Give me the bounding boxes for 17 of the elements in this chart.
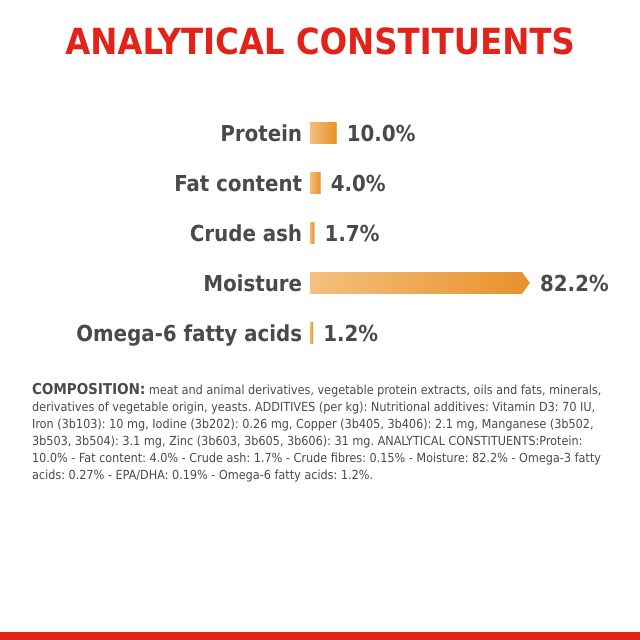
data-label: 1.7%	[324, 222, 380, 247]
bar	[310, 172, 321, 194]
text: COMPOSITION: meat and animal derivatives, vegetable protein extracts, oils and fats, minerals, derivatives of vegetable origin, yeasts. ADDITIVES (per kg): Nutritional additives: Vitamin D3: 70 IU, Iron (3b103): 10 mg, Iodine (3b202): 0.26 mg, Copper (3b405, 3b406): 2.1 mg, Manganese (3b502, 3b503, 3b504): 3.1 mg, Zinc (3b603, 3b605, 3b606): 31 mg. ANALYTICAL CONSTITUENTS:Protein: 10.0% - Fat content: 4.0% - Crude ash: 1.7% - Crude fibres: 0.15% - Moisture: 82.2% - Omega-3 fatty acids: 0.27% - EPA/DHA: 0.19% - Omega-6 fatty acids: 1.2%.	[32, 380, 602, 483]
data-label: 1.2%	[323, 322, 378, 347]
data-label: 10.0%	[346, 122, 416, 147]
y-tick-label: Fat content	[174, 172, 303, 197]
data-label: 82.2%	[540, 272, 609, 297]
y-tick-label: Protein	[220, 122, 302, 147]
bar	[310, 272, 530, 294]
bar	[310, 322, 314, 344]
chart-title: ANALYTICAL CONSTITUENTS	[64, 22, 576, 63]
bar	[310, 222, 315, 244]
y-tick-label: Crude ash	[190, 222, 302, 247]
y-tick-label: Moisture	[203, 272, 302, 297]
data-label: 4.0%	[330, 172, 386, 197]
bar	[310, 122, 337, 144]
y-tick-label: Omega-6 fatty acids	[76, 322, 302, 347]
